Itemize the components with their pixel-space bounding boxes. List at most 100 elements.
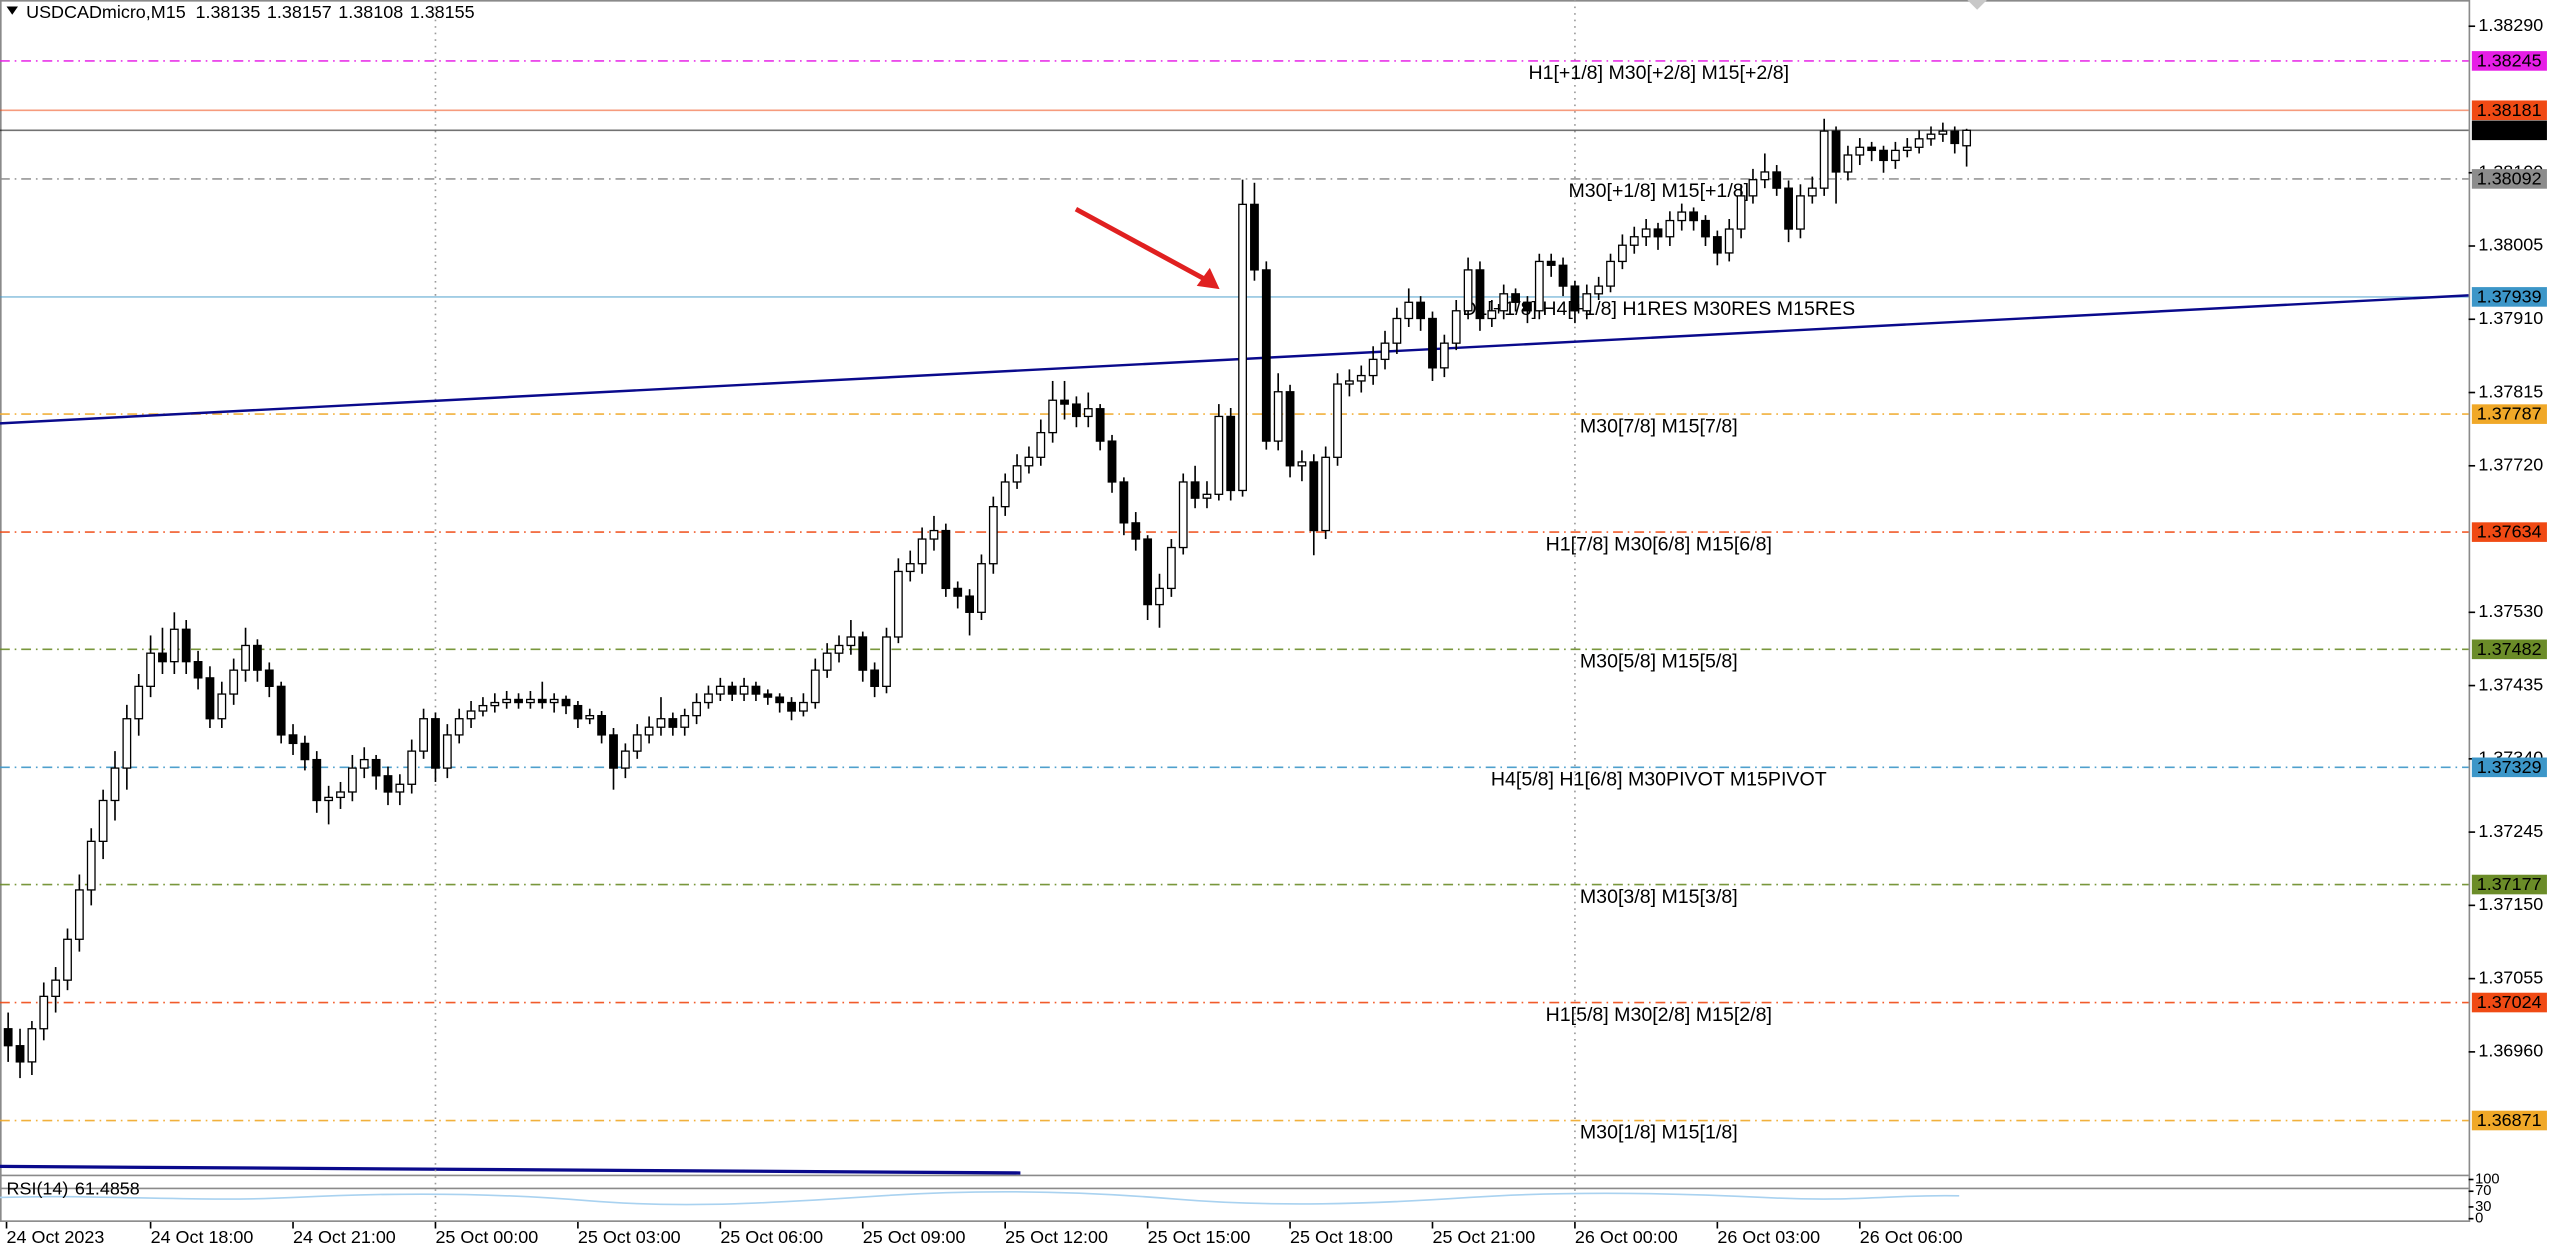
level-label: H1[5/8] M30[2/8] M15[2/8]: [1546, 1004, 1772, 1026]
price-box-label: 1.37482: [2477, 639, 2542, 659]
candle-body: [573, 704, 583, 720]
candle-body: [988, 506, 998, 565]
candle-body: [644, 726, 654, 736]
candle-body: [253, 644, 262, 671]
candle-body: [63, 938, 72, 981]
x-tick-label: 25 Oct 15:00: [1148, 1227, 1251, 1247]
candle-body: [1534, 260, 1544, 312]
candle-body: [419, 718, 428, 752]
level-label: M30[+1/8] M15[+1/8]: [1568, 180, 1749, 202]
candle-body: [1095, 408, 1105, 442]
candle-body: [478, 704, 488, 712]
candle-body: [3, 1028, 13, 1047]
candle-body: [324, 796, 334, 802]
candle-body: [490, 701, 500, 707]
candle-body: [1297, 461, 1307, 467]
price-box-label: 1.38245: [2477, 50, 2542, 70]
rsi-header: RSI(14) 61.4858: [7, 1178, 140, 1198]
candle-body: [158, 652, 167, 663]
candle-body: [763, 693, 773, 698]
candle-body: [229, 669, 239, 695]
candle-body: [1712, 236, 1722, 254]
candle-body: [39, 995, 49, 1030]
level-label: M30[1/8] M15[1/8]: [1580, 1122, 1738, 1144]
price-box: [2471, 100, 2547, 121]
candle-body: [1060, 399, 1069, 405]
candle-body: [1392, 317, 1402, 344]
x-tick-label: 25 Oct 12:00: [1005, 1227, 1108, 1247]
candle-body: [1641, 228, 1651, 238]
level-label: M30[7/8] M15[7/8]: [1580, 415, 1738, 437]
candle-body: [846, 636, 856, 647]
candle-body: [1202, 493, 1212, 499]
candle-body: [1238, 203, 1247, 492]
candle-body: [169, 628, 179, 663]
candle-body: [1807, 187, 1817, 197]
candle-body: [454, 718, 464, 736]
plot: [0, 118, 2469, 1079]
candle-body: [692, 701, 701, 717]
candle-body: [1416, 301, 1426, 320]
candle-body: [502, 698, 512, 704]
candle-body: [86, 840, 96, 891]
candle-body: [1404, 301, 1414, 320]
candle-body: [1024, 456, 1034, 467]
level-label: H1[7/8] M30[6/8] M15[6/8]: [1546, 533, 1772, 555]
candle-body: [787, 701, 796, 712]
candle-body: [1867, 146, 1877, 152]
candle-body: [585, 714, 595, 720]
candle-body: [336, 791, 345, 799]
menu-arrow[interactable]: [6, 6, 18, 15]
y-tick-label: 1.38005: [2478, 235, 2543, 255]
candle-body: [1380, 342, 1390, 361]
candle-body: [1368, 358, 1378, 377]
candle-body: [110, 767, 120, 802]
object-line: [0, 1164, 1021, 1175]
candle-body: [1487, 310, 1497, 320]
x-tick-label: 24 Oct 18:00: [151, 1227, 254, 1247]
candle-body: [893, 570, 903, 638]
candle-body: [205, 677, 215, 720]
candle-body: [1594, 285, 1604, 295]
x-tick-label: 26 Oct 03:00: [1717, 1227, 1820, 1247]
candle-body: [1083, 408, 1093, 418]
candle-body: [1665, 219, 1675, 238]
rsi-tick-label: 70: [2475, 1183, 2491, 1199]
candle-body: [905, 563, 915, 573]
candle-body: [193, 661, 203, 679]
scroll-marker: [1967, 0, 1987, 10]
candle-body: [561, 698, 571, 707]
candle-body: [1760, 171, 1770, 181]
x-tick-label: 26 Oct 00:00: [1575, 1227, 1678, 1247]
price-box: [2471, 120, 2547, 141]
high: 1.38157: [267, 2, 332, 22]
candle-body: [953, 587, 963, 597]
candle-body: [704, 693, 713, 704]
price-box: [2471, 404, 2547, 424]
y-tick-label: 1.37150: [2478, 894, 2543, 914]
candle-body: [1428, 317, 1437, 369]
level-label: M30[3/8] M15[3/8]: [1580, 886, 1738, 908]
x-tick-label: 24 Oct 2023: [7, 1227, 105, 1247]
price-box: [2471, 522, 2547, 542]
close: 1.38155: [410, 2, 475, 22]
candle-body: [431, 718, 440, 769]
low: 1.38108: [338, 2, 403, 22]
candle-body: [597, 714, 607, 736]
candle-body: [1831, 130, 1841, 173]
candle-body: [977, 563, 986, 613]
candle-body: [1273, 391, 1283, 442]
candle-body: [1463, 269, 1473, 312]
candle-body: [1819, 130, 1829, 189]
candle-body: [146, 652, 156, 687]
y-tick-label: 1.36960: [2478, 1041, 2543, 1061]
candle-body: [1689, 211, 1699, 222]
candle-body: [1879, 149, 1888, 162]
candle-body: [1499, 293, 1509, 312]
y-tick-label: 1.37720: [2478, 455, 2543, 475]
candle-body: [1938, 130, 1948, 135]
level-label: M30[5/8] M15[5/8]: [1580, 651, 1738, 673]
levels: H1[+1/8] M30[+2/8] M15[+2/8] M30[+1/8] M1…: [0, 0, 2469, 1222]
price-box-label: 1.37939: [2477, 286, 2542, 306]
